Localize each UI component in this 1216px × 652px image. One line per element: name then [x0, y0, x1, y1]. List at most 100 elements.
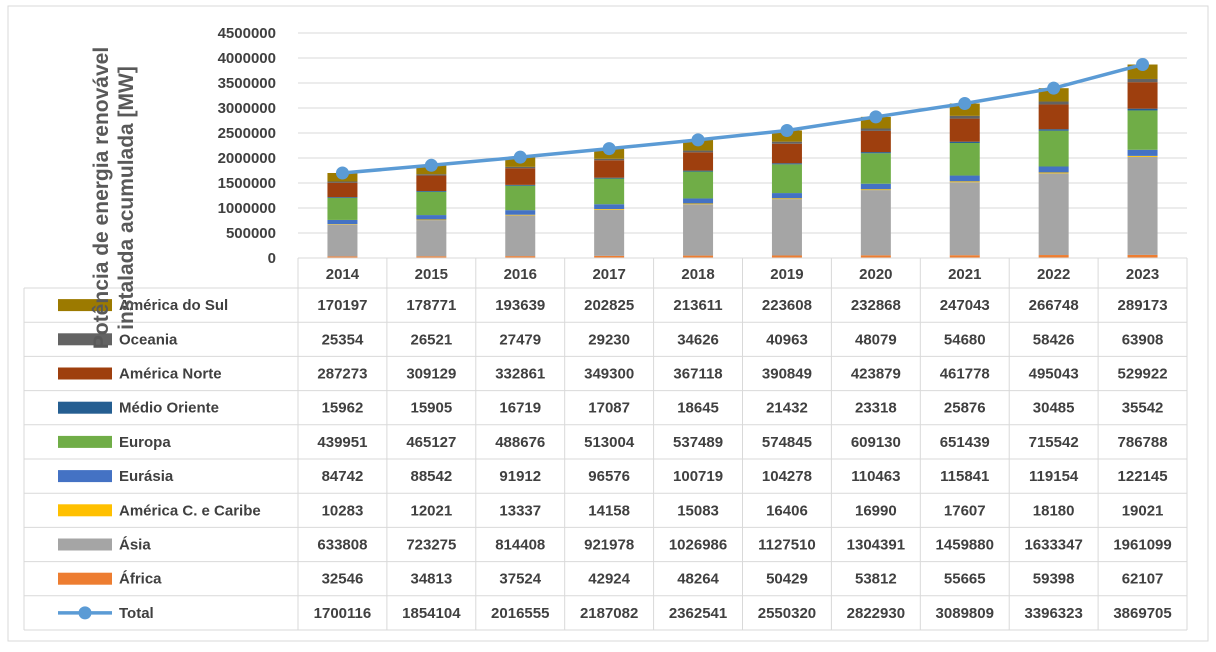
bar-segment [683, 171, 714, 199]
bar-segment [683, 198, 714, 204]
total-marker [780, 123, 794, 137]
bar-segment [1127, 82, 1158, 109]
chart-border [7, 5, 1209, 642]
bar-segment [771, 141, 802, 144]
total-marker [513, 150, 527, 164]
bar-segment [416, 191, 447, 192]
data-cell: 48264 [677, 571, 719, 588]
data-cell: 349300 [584, 366, 634, 383]
x-tick-label: 2014 [326, 266, 360, 283]
data-cell: 287273 [317, 366, 367, 383]
data-cell: 18645 [677, 400, 719, 417]
y-tick-label: 4000000 [218, 50, 276, 67]
bar-segment [1038, 88, 1069, 102]
bar-segment [1038, 172, 1069, 174]
data-cell: 23318 [855, 400, 897, 417]
data-cell: 232868 [851, 297, 901, 314]
data-cell: 223608 [762, 297, 812, 314]
data-cell: 529922 [1118, 366, 1168, 383]
y-tick-label: 1500000 [218, 175, 276, 192]
data-cell: 723275 [406, 537, 456, 554]
data-cell: 289173 [1118, 297, 1168, 314]
y-tick-label: 0 [268, 250, 276, 267]
data-cell: 91912 [499, 468, 541, 485]
bar-segment [594, 160, 625, 178]
x-tick-label: 2015 [415, 266, 448, 283]
legend-label: Médio Oriente [119, 400, 219, 417]
data-cell: 423879 [851, 366, 901, 383]
data-cell: 54680 [944, 331, 986, 348]
bar-segment [949, 142, 980, 176]
data-cell: 2362541 [669, 605, 727, 622]
total-marker [1047, 81, 1061, 95]
x-tick-label: 2020 [859, 266, 892, 283]
legend-label: América Norte [119, 366, 222, 383]
data-cell: 13337 [499, 502, 541, 519]
bar-segment [594, 255, 625, 258]
legend-label: América do Sul [119, 297, 228, 314]
bar-segment [860, 255, 891, 258]
legend-label: África [119, 571, 162, 588]
data-cell: 2822930 [847, 605, 905, 622]
data-cell: 513004 [584, 434, 635, 451]
data-cell: 16990 [855, 502, 897, 519]
data-cell: 16406 [766, 502, 808, 519]
y-axis-title: Potência de energia renovável [90, 47, 113, 349]
data-cell: 461778 [940, 366, 990, 383]
bar-segment [327, 182, 358, 198]
legend-label: Eurásia [119, 468, 174, 485]
bar-segment [416, 219, 447, 221]
bar-segment [594, 158, 625, 161]
data-cell: 110463 [851, 468, 900, 485]
bar-segment [416, 191, 447, 216]
data-cell: 26521 [410, 331, 452, 348]
bar-segment [771, 143, 802, 164]
data-cell: 1854104 [402, 605, 461, 622]
total-marker [691, 133, 705, 147]
y-tick-label: 3500000 [218, 75, 276, 92]
bar-segment [505, 215, 536, 257]
bar-segment [771, 199, 802, 256]
data-cell: 15083 [677, 502, 719, 519]
data-cell: 1127510 [758, 537, 816, 554]
data-cell: 37524 [499, 571, 541, 588]
data-cell: 58426 [1033, 331, 1075, 348]
bar-segment [1127, 155, 1158, 157]
bar-segment [327, 181, 358, 183]
bar-segment [327, 224, 358, 257]
bar-segment [949, 182, 980, 256]
bar-segment [1038, 129, 1069, 131]
data-cell: 309129 [406, 366, 456, 383]
bar-segment [1127, 110, 1158, 150]
y-tick-label: 1000000 [218, 200, 276, 217]
data-cell: 1700116 [314, 605, 372, 622]
legend-marker-swatch [78, 606, 92, 620]
data-cell: 633808 [317, 537, 367, 554]
data-cell: 537489 [673, 434, 723, 451]
data-cell: 465127 [406, 434, 456, 451]
data-cell: 786788 [1118, 434, 1168, 451]
bar-segment [594, 209, 625, 210]
data-cell: 332861 [495, 366, 545, 383]
data-cell: 119154 [1029, 468, 1079, 485]
data-cell: 55665 [944, 571, 986, 588]
data-cell: 715542 [1029, 434, 1079, 451]
data-cell: 96576 [588, 468, 630, 485]
bar-segment [1127, 156, 1158, 255]
data-cell: 59398 [1033, 571, 1075, 588]
y-tick-label: 3000000 [218, 100, 276, 117]
legend-swatch [58, 401, 112, 414]
bar-segment [1038, 130, 1069, 167]
x-tick-label: 2019 [770, 266, 803, 283]
data-cell: 27479 [499, 331, 541, 348]
data-cell: 18180 [1033, 502, 1075, 519]
bar-segment [683, 203, 714, 205]
bar-segment [505, 214, 536, 216]
bar-segment [416, 220, 447, 257]
legend-label: Total [119, 605, 154, 622]
data-cell: 266748 [1029, 297, 1079, 314]
bar-segment [949, 255, 980, 258]
data-cell: 100719 [673, 468, 723, 485]
bar-segment [327, 197, 358, 198]
